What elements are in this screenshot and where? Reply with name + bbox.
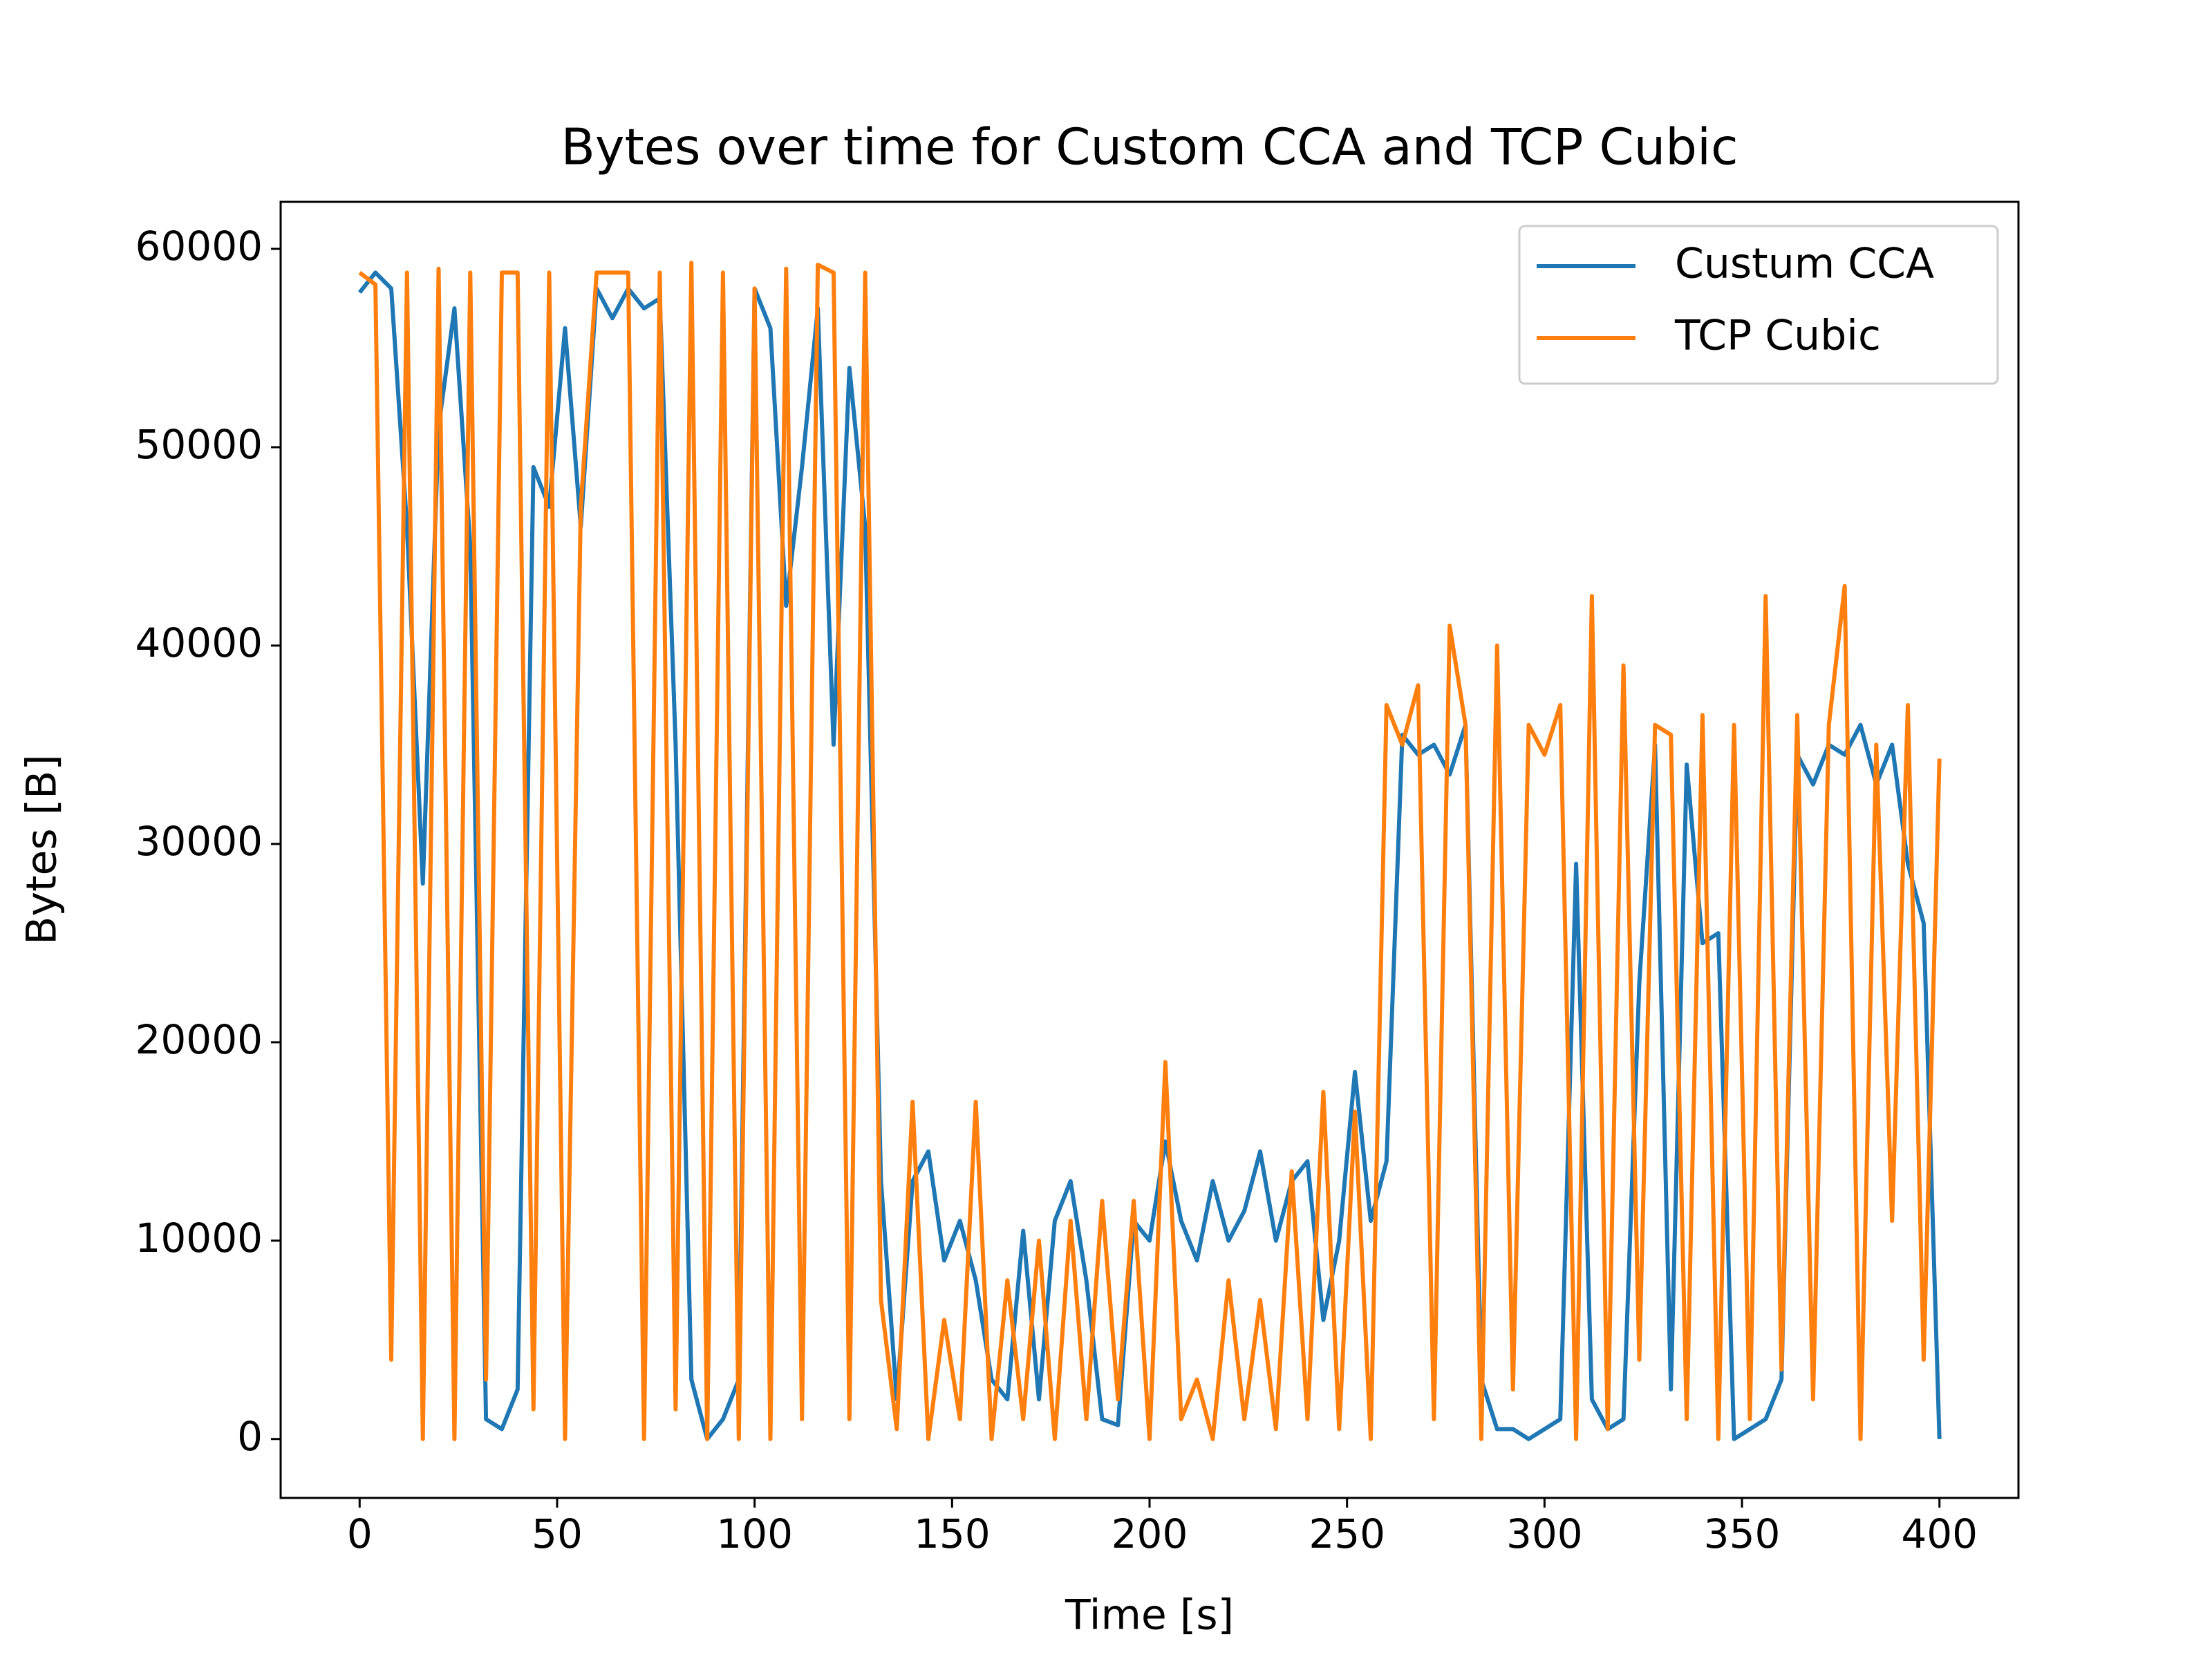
y-tick-label: 10000 [135, 1215, 263, 1262]
x-tick-label: 0 [347, 1510, 373, 1557]
legend-frame [1518, 225, 1999, 385]
plot-frame [279, 200, 2020, 1499]
y-tick-label: 0 [237, 1413, 263, 1460]
legend-label: TCP Cubic [1674, 312, 1881, 360]
series-line [358, 261, 1942, 1441]
y-tick-label: 30000 [135, 818, 263, 865]
x-axis-label: Time [s] [1065, 1591, 1234, 1640]
legend: Custum CCA TCP Cubic [1518, 225, 1999, 385]
x-tick-label: 100 [716, 1510, 793, 1557]
y-tick-label: 60000 [135, 223, 263, 270]
x-tick-label: 50 [532, 1510, 583, 1557]
series-line [357, 270, 1942, 1441]
y-axis-label: Bytes [B] [18, 754, 66, 944]
x-tick-label: 300 [1506, 1510, 1583, 1557]
y-tick-label: 40000 [135, 619, 263, 666]
x-tick-label: 350 [1704, 1510, 1781, 1557]
y-tick-label: 20000 [135, 1016, 263, 1063]
x-tick-label: 200 [1112, 1510, 1188, 1557]
legend-label: Custum CCA [1675, 240, 1934, 288]
chart-title: Bytes over time for Custom CCA and TCP C… [561, 118, 1738, 176]
y-tick-label: 50000 [135, 421, 263, 468]
x-tick-label: 250 [1309, 1510, 1385, 1557]
x-tick-label: 400 [1901, 1510, 1978, 1557]
x-tick-label: 150 [914, 1510, 991, 1557]
